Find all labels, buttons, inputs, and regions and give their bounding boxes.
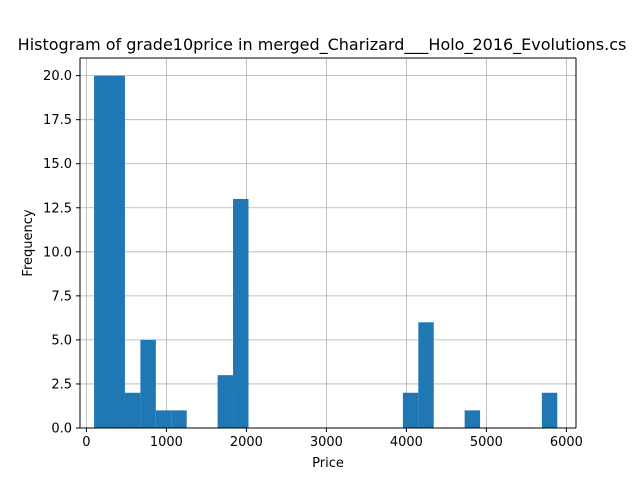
y-tick-label: 20.0 bbox=[43, 69, 72, 84]
x-tick-label: 0 bbox=[82, 435, 90, 450]
histogram-bar bbox=[109, 75, 125, 428]
y-tick-label: 10.0 bbox=[43, 245, 72, 260]
x-tick-label: 3000 bbox=[310, 435, 343, 450]
y-tick-label: 0.0 bbox=[51, 422, 72, 437]
y-axis-ticks: 0.0 2.5 5.0 7.5 10.0 12.5 15.0 17.5 20.0 bbox=[43, 69, 80, 437]
y-tick-label: 17.5 bbox=[43, 113, 72, 128]
x-tick-label: 4000 bbox=[390, 435, 423, 450]
histogram-bar bbox=[94, 75, 110, 428]
x-tick-label: 5000 bbox=[470, 435, 503, 450]
chart-title: Histogram of grade10price in merged_Char… bbox=[18, 35, 627, 55]
histogram-bar bbox=[140, 339, 156, 428]
y-tick-label: 7.5 bbox=[51, 289, 72, 304]
histogram-bar bbox=[217, 375, 234, 428]
histogram-bar bbox=[402, 392, 419, 428]
x-tick-label: 2000 bbox=[230, 435, 263, 450]
x-tick-label: 1000 bbox=[150, 435, 183, 450]
histogram-bar bbox=[541, 392, 558, 428]
bars-layer bbox=[94, 75, 558, 428]
y-axis-label: Frequency bbox=[21, 209, 36, 276]
histogram-bar bbox=[124, 392, 141, 428]
x-axis-label: Price bbox=[312, 456, 344, 471]
histogram-bar bbox=[233, 198, 249, 428]
histogram-bar bbox=[171, 410, 187, 428]
y-tick-label: 2.5 bbox=[51, 377, 72, 392]
plot-area: 0 1000 2000 3000 4000 5000 6000 0.0 2.5 5.0 7.5 10… bbox=[43, 57, 583, 450]
y-tick-label: 12.5 bbox=[43, 201, 72, 216]
histogram-bar bbox=[155, 410, 172, 428]
histogram-bar bbox=[418, 322, 434, 428]
y-tick-label: 5.0 bbox=[51, 333, 72, 348]
y-tick-label: 15.0 bbox=[43, 157, 72, 172]
x-tick-label: 6000 bbox=[550, 435, 583, 450]
histogram-bar bbox=[464, 410, 481, 428]
x-axis-ticks: 0 1000 2000 3000 4000 5000 6000 bbox=[82, 428, 583, 450]
